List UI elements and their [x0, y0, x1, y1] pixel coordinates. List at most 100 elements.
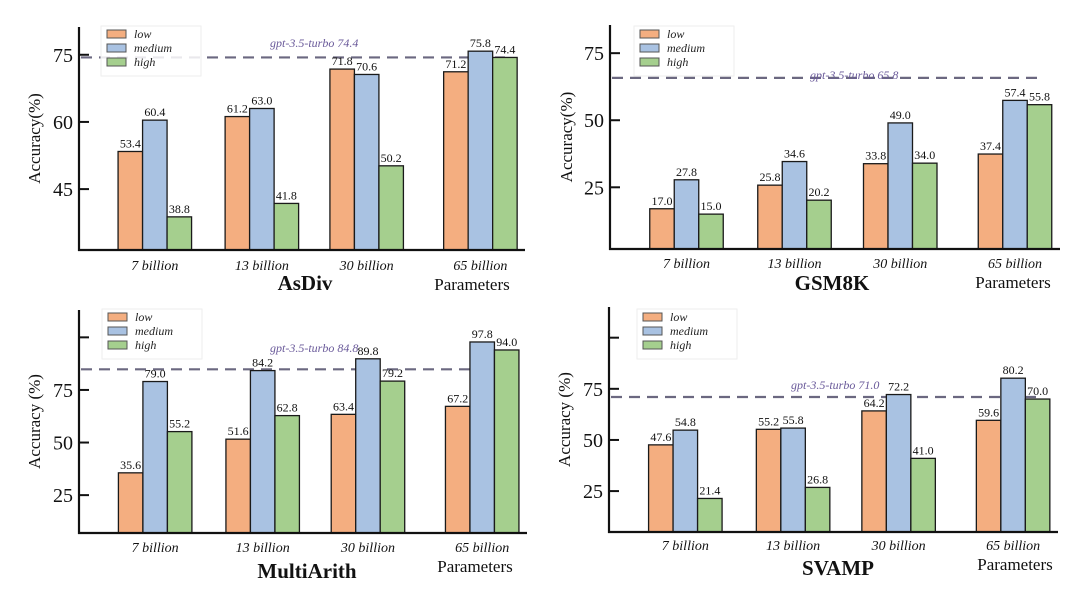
legend-label-medium: medium: [135, 324, 173, 338]
bar-group-13-billion: 25.834.6 20.2: [757, 147, 832, 250]
bar-medium: [353, 73, 380, 251]
legend-swatch-medium: [642, 326, 663, 336]
y-tick-label: 75: [53, 45, 73, 67]
legend-label-medium: medium: [667, 41, 705, 55]
reference-label: gpt-3.5-turbo 74.4: [270, 36, 358, 50]
bar-high: [1024, 398, 1051, 533]
value-label: 15.0: [701, 199, 722, 213]
value-label: 64.2: [864, 396, 885, 410]
legend-swatch-low: [639, 29, 660, 39]
value-label: 62.8: [277, 401, 298, 415]
bar-group-65-billion: 37.4 57.4 55.8: [977, 85, 1053, 250]
x-tick-label: 65 billion: [988, 257, 1042, 272]
x-tick-label: 7 billion: [663, 257, 710, 272]
bar-low: [117, 472, 144, 534]
bar-medium: [355, 358, 381, 534]
y-axis-title: Accuracy (%): [555, 372, 574, 467]
legend-swatch-high: [639, 57, 660, 67]
bar-high: [804, 486, 831, 533]
bar-low: [862, 163, 889, 250]
bar-low: [649, 208, 675, 250]
x-axis-title: Parameters: [975, 273, 1051, 292]
y-axis-title: Accuracy(%): [25, 93, 44, 184]
bar-low: [975, 419, 1002, 533]
bar-group-13-billion: 61.263.0 41.8: [224, 93, 300, 251]
bar-medium: [672, 429, 699, 533]
value-label: 41.8: [276, 188, 297, 202]
value-label: 84.2: [252, 356, 273, 370]
value-label: 26.8: [807, 472, 828, 486]
value-label: 34.0: [914, 148, 935, 162]
bar-high: [491, 56, 518, 251]
value-label: 97.8: [472, 327, 493, 341]
reference-label: gpt-3.5-turbo 65.8: [810, 68, 898, 82]
value-label: 75.8: [470, 36, 491, 50]
y-axis-title: Accuracy(%): [557, 92, 576, 183]
value-label: 71.2: [445, 57, 466, 71]
legend-swatch-high: [642, 340, 663, 350]
value-label: 71.8: [332, 54, 353, 68]
legend-swatch-low: [106, 29, 127, 39]
value-label: 49.0: [890, 108, 911, 122]
chart-panel-gsm8k: gpt-3.5-turbo 65.8 17.0 27.8 15.0 7 billion 2…: [557, 25, 1060, 295]
value-label: 74.4: [494, 42, 515, 56]
bar-high: [274, 414, 301, 534]
bar-medium: [780, 427, 806, 533]
bar-low: [329, 68, 356, 251]
bar-group-7-billion: 17.0 27.8 15.0: [649, 165, 724, 250]
legend-label-low: low: [134, 27, 151, 41]
y-tick-label: 50: [583, 430, 603, 452]
value-label: 63.4: [333, 399, 354, 413]
y-tick-label: 25: [53, 485, 73, 507]
value-label: 35.6: [120, 458, 141, 472]
bar-group-7-billion: 35.6 79.0 55.2: [117, 367, 193, 534]
bar-medium: [1000, 377, 1026, 533]
value-label: 55.2: [758, 414, 779, 428]
value-label: 72.2: [888, 380, 909, 394]
x-tick-label: 30 billion: [340, 541, 395, 556]
x-tick-label: 13 billion: [767, 257, 821, 272]
value-label: 20.2: [809, 185, 830, 199]
value-label: 94.0: [496, 335, 517, 349]
value-label: 70.0: [1027, 384, 1048, 398]
legend-swatch-medium: [107, 326, 128, 336]
y-axis-title: Accuracy (%): [25, 374, 44, 469]
x-axis-title: Parameters: [977, 555, 1053, 574]
bar-group-7-billion: 53.4 60.4 38.8: [117, 105, 193, 251]
legend-label-low: low: [667, 27, 684, 41]
bar-medium: [248, 107, 275, 251]
value-label: 27.8: [676, 165, 697, 179]
legend-swatch-medium: [639, 43, 660, 53]
bar-group-30-billion: 71.8 70.6 50.2: [329, 54, 405, 251]
bar-medium: [142, 380, 169, 534]
legend-label-medium: medium: [134, 41, 172, 55]
bar-high: [273, 202, 300, 251]
reference-label: gpt-3.5-turbo 84.8: [270, 341, 358, 355]
chart-panel-multiarith: gpt-3.5-turbo 84.8 35.6 79.0 55.2 7 billion 5…: [25, 308, 527, 583]
x-tick-label: 7 billion: [662, 539, 709, 554]
bar-medium: [885, 393, 912, 533]
bar-low: [330, 413, 357, 534]
bar-medium: [1002, 99, 1028, 250]
bar-group-13-billion: 51.6 84.2 62.8: [225, 356, 301, 534]
value-label: 17.0: [652, 194, 673, 208]
bar-high: [379, 380, 406, 534]
bar-low: [225, 438, 252, 534]
y-tick-label: 25: [583, 481, 603, 503]
bar-group-13-billion: 55.2 55.8 26.8: [755, 413, 831, 533]
bar-high: [910, 457, 937, 533]
bar-high: [698, 213, 724, 250]
reference-label: gpt-3.5-turbo 71.0: [791, 378, 879, 392]
bar-high: [378, 165, 405, 251]
value-label: 34.6: [784, 147, 805, 161]
value-label: 55.8: [783, 413, 804, 427]
value-label: 38.8: [169, 202, 190, 216]
bar-low: [861, 410, 888, 533]
value-label: 80.2: [1003, 363, 1024, 377]
bar-low: [442, 71, 469, 251]
value-label: 61.2: [227, 102, 248, 116]
